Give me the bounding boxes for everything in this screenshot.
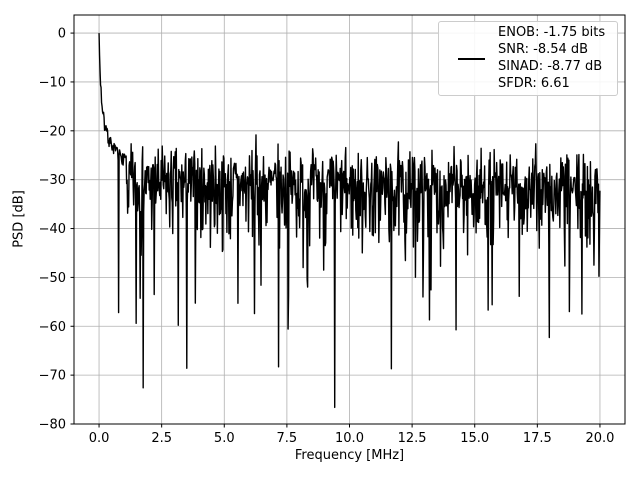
y-tick-label: −70: [39, 369, 66, 384]
y-tick-label: −80: [39, 418, 66, 433]
x-tick-label: 2.5: [151, 431, 172, 446]
legend-line-sample-icon: [458, 58, 485, 60]
x-tick-label: 5.0: [214, 431, 235, 446]
axis-ticks: [70, 32, 601, 428]
legend-entry-sinad: SINAD: -8.77 dB: [498, 58, 603, 74]
x-tick-label: 17.5: [523, 431, 552, 446]
y-tick-label: −50: [39, 271, 66, 286]
y-tick-label: −30: [39, 173, 66, 188]
legend: ENOB: -1.75 bits SNR: -8.54 dB SINAD: -8…: [438, 21, 618, 96]
legend-entry-sfdr: SFDR: 6.61: [498, 75, 570, 91]
legend-entries: ENOB: -1.75 bits SNR: -8.54 dB SINAD: -8…: [498, 25, 605, 93]
psd-trace-group: [98, 33, 601, 409]
legend-entry-snr: SNR: -8.54 dB: [498, 41, 589, 57]
x-tick-label: 15.0: [460, 431, 489, 446]
y-tick-label: −20: [39, 124, 66, 139]
y-tick-label: 0: [58, 27, 66, 42]
x-tick-label: 7.5: [277, 431, 298, 446]
axis-tick-labels: 0.0 2.5 5.0 7.5 10.0 12.5 15.0 17.5 20.0 0 −10 −20 −…: [39, 27, 615, 446]
x-tick-label: 12.5: [398, 431, 427, 446]
y-tick-label: −40: [39, 222, 66, 237]
psd-trace: [98, 33, 601, 409]
y-tick-label: −60: [39, 320, 66, 335]
x-tick-label: 0.0: [89, 431, 110, 446]
legend-entry-enob: ENOB: -1.75 bits: [498, 25, 606, 40]
x-axis-label: Frequency [MHz]: [294, 448, 405, 463]
x-tick-label: 20.0: [585, 431, 614, 446]
y-tick-label: −10: [39, 75, 66, 90]
x-tick-label: 10.0: [335, 431, 364, 446]
y-axis-label: PSD [dB]: [11, 190, 27, 248]
